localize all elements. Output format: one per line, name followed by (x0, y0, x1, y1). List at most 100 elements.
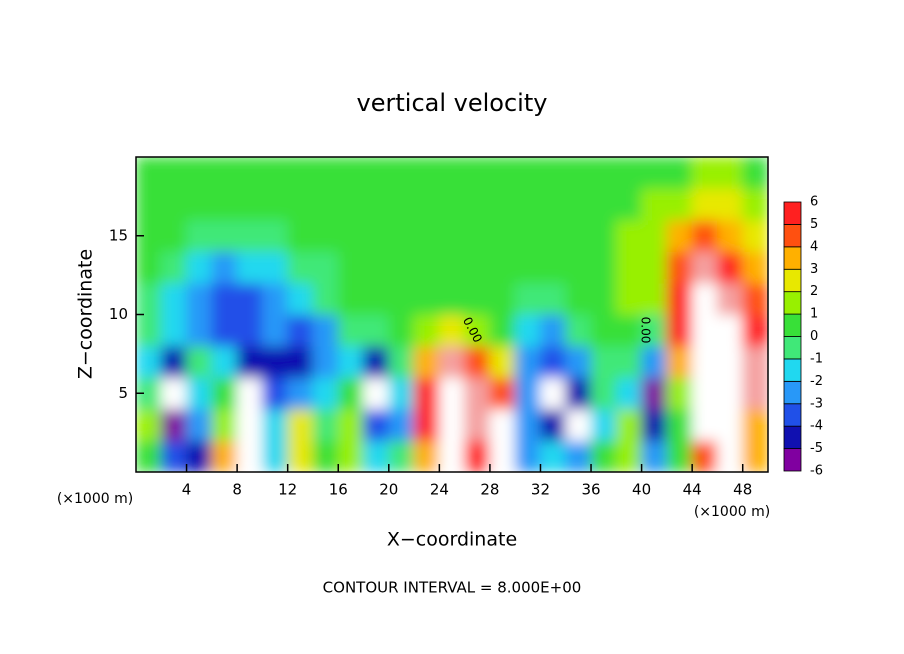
field-cell (489, 219, 516, 252)
field-cell (363, 314, 390, 347)
field-cell (136, 251, 162, 284)
field-cell (186, 408, 213, 441)
field-cell (438, 157, 466, 189)
field-cell (615, 219, 643, 252)
field-cell (337, 377, 365, 410)
field-cell (413, 408, 440, 441)
field-cell (388, 251, 415, 284)
field-cell (691, 188, 718, 221)
field-cell (514, 251, 541, 284)
field-cell (136, 282, 162, 315)
field-cell (742, 251, 768, 284)
field-cell (186, 282, 213, 315)
field-cell (337, 408, 365, 441)
field-cell (539, 157, 567, 189)
field-cell (615, 251, 643, 284)
field-cell (691, 440, 718, 472)
colorbar-label: -1 (810, 351, 823, 366)
field-cell (186, 345, 213, 378)
field-cell (641, 408, 668, 441)
x-tick-label: 8 (232, 481, 242, 499)
field-cell (312, 408, 339, 441)
colorbar-swatch (783, 224, 802, 248)
field-cell (742, 377, 768, 410)
field-cell (590, 282, 617, 315)
field-cell (160, 157, 188, 189)
field-cell (211, 440, 238, 472)
cells (136, 157, 768, 472)
field-cell (666, 377, 693, 410)
field-cell (590, 345, 617, 378)
colorbar-label: 0 (810, 329, 818, 344)
x-axis-label: X−coordinate (387, 529, 517, 551)
field-cell (136, 440, 162, 472)
field-cell (691, 314, 718, 347)
field-cell (716, 345, 744, 378)
field-cell (287, 219, 314, 252)
contour-label: 0.00 (639, 317, 653, 344)
field-cell (565, 345, 592, 378)
field-cell (742, 157, 768, 189)
field-cell (539, 219, 567, 252)
field-cell (236, 157, 263, 189)
x-tick-label: 32 (531, 481, 550, 499)
field-cell (136, 157, 162, 189)
field-cell (136, 314, 162, 347)
field-cell (236, 282, 263, 315)
field-cell (363, 440, 390, 472)
field-cell (742, 282, 768, 315)
field-cell (489, 188, 516, 221)
field-cell (641, 440, 668, 472)
field-cell (641, 251, 668, 284)
colorbar-swatch (783, 425, 802, 449)
field-cell (464, 440, 491, 472)
field-cell (261, 377, 289, 410)
field-cell (438, 314, 466, 347)
field-cell (641, 314, 668, 347)
field-cell (464, 188, 491, 221)
field-cell (186, 188, 213, 221)
field-cell (691, 345, 718, 378)
field-cell (716, 219, 744, 252)
field-cell (136, 188, 162, 221)
field-cell (641, 219, 668, 252)
colorbar-swatch (783, 380, 802, 405)
colorbar-swatch (783, 448, 802, 472)
field-cell (716, 157, 744, 189)
field-cell (565, 251, 592, 284)
field-cell (666, 345, 693, 378)
chart-title: vertical velocity (357, 89, 548, 117)
x-unit-label: (×1000 m) (694, 504, 770, 520)
x-unit-label: (×1000 m) (57, 491, 133, 507)
field-cell (337, 440, 365, 472)
x-tick-label: 40 (632, 481, 651, 499)
colorbar: -6 -5 -4 -3 -2 -1 0 1 2 3 4 5 6 (783, 195, 823, 479)
field-cell (514, 157, 541, 189)
field-cell (539, 282, 567, 315)
field-cell (691, 408, 718, 441)
field-cell (666, 157, 693, 189)
field-cell (312, 345, 339, 378)
field-cell (464, 219, 491, 252)
field-cell (742, 219, 768, 252)
field-cell (514, 377, 541, 410)
field-cell (615, 377, 643, 410)
colorbar-label: 1 (810, 307, 818, 322)
field-cell (464, 314, 491, 347)
field-cell (590, 377, 617, 410)
field-cell (489, 314, 516, 347)
x-tick-label: 48 (733, 481, 752, 499)
field-cell (211, 157, 238, 189)
colorbar-label: 3 (810, 262, 818, 277)
colorbar-label: 4 (810, 239, 818, 254)
field-cell (666, 219, 693, 252)
field-cell (590, 440, 617, 472)
y-tick-label: 15 (109, 226, 128, 244)
field-cell (464, 251, 491, 284)
field-cell (438, 282, 466, 315)
colorbar-swatch (783, 403, 802, 427)
field-cell (337, 251, 365, 284)
field-cell (539, 377, 567, 410)
field-cell (691, 219, 718, 252)
field-cell (287, 314, 314, 347)
